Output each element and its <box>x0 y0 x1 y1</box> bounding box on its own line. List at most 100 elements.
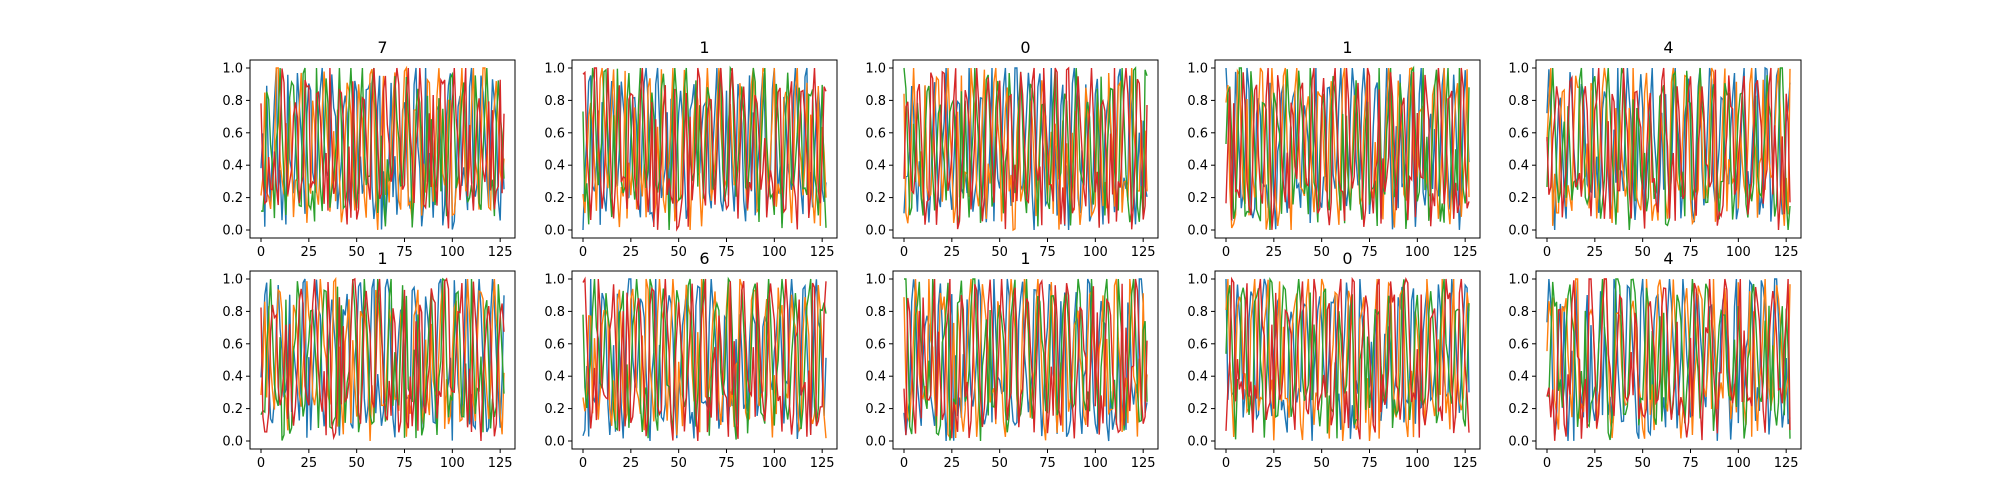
x-tick-label: 50 <box>991 245 1008 260</box>
series-line <box>260 67 505 229</box>
y-tick-label: 1.0 <box>865 62 886 77</box>
y-tick-label: 0.2 <box>865 402 886 417</box>
series-line <box>1225 278 1470 442</box>
y-tick-label: 0.4 <box>544 159 565 174</box>
x-tick-label: 100 <box>762 245 787 260</box>
y-tick-label: 0.4 <box>1508 370 1529 385</box>
x-tick-label: 50 <box>1313 456 1330 471</box>
axes-frame <box>571 270 838 450</box>
axes-frame <box>249 270 516 450</box>
y-tick-label: 0.6 <box>865 337 886 352</box>
y-tick-label: 0.0 <box>1187 435 1208 450</box>
y-tick-label: 0.4 <box>222 370 243 385</box>
x-tick-label: 100 <box>440 245 465 260</box>
axes-frame <box>1214 270 1481 450</box>
x-tick-label: 25 <box>1266 456 1283 471</box>
x-tick-label: 100 <box>762 456 787 471</box>
y-tick-label: 0.8 <box>1187 94 1208 109</box>
y-tick-label: 0.4 <box>865 370 886 385</box>
x-tick-label: 50 <box>348 245 365 260</box>
y-tick-label: 0.4 <box>1187 159 1208 174</box>
series-group <box>260 65 505 230</box>
subplot: 0 25 50 75 100 125 0.0 0.2 0.4 0.6 0.8 1.0 6 <box>544 249 838 471</box>
subplot: 0 25 50 75 100 125 0.0 0.2 0.4 0.6 0.8 1.0 1 <box>865 249 1159 471</box>
subplot-title: 0 <box>1342 249 1352 268</box>
subplot-title: 0 <box>1020 38 1030 57</box>
x-tick-label: 0 <box>1222 245 1230 260</box>
series-line <box>1225 277 1470 440</box>
y-tick-label: 0.2 <box>1187 191 1208 206</box>
x-tick-label: 100 <box>1405 456 1430 471</box>
x-tick-label: 125 <box>1453 456 1478 471</box>
y-tick-label: 0.0 <box>1508 435 1529 450</box>
series-line <box>1225 67 1470 230</box>
x-tick-label: 75 <box>1682 245 1699 260</box>
x-tick-label: 25 <box>301 456 318 471</box>
y-tick-label: 0.6 <box>1187 337 1208 352</box>
x-tick-label: 75 <box>718 245 735 260</box>
subplot-title: 6 <box>699 249 709 268</box>
subplot: 0 25 50 75 100 125 0.0 0.2 0.4 0.6 0.8 1.0 4 <box>1508 249 1802 471</box>
x-tick-label: 100 <box>1083 456 1108 471</box>
axes-frame <box>892 270 1159 450</box>
y-tick-label: 0.4 <box>865 159 886 174</box>
axes-frame <box>249 59 516 239</box>
y-tick-label: 1.0 <box>1187 62 1208 77</box>
y-tick-label: 0.0 <box>865 435 886 450</box>
y-tick-label: 0.2 <box>222 402 243 417</box>
y-tick-label: 1.0 <box>1508 273 1529 288</box>
y-tick-label: 0.0 <box>222 224 243 239</box>
x-tick-label: 50 <box>670 456 687 471</box>
x-tick-label: 125 <box>1774 456 1799 471</box>
series-group <box>582 276 827 442</box>
subplot: 0 25 50 75 100 125 0.0 0.2 0.4 0.6 0.8 1.0 7 <box>222 38 516 260</box>
y-tick-label: 1.0 <box>1187 273 1208 288</box>
x-tick-label: 125 <box>488 456 513 471</box>
x-tick-label: 75 <box>396 245 413 260</box>
y-tick-label: 0.0 <box>222 435 243 450</box>
y-tick-label: 1.0 <box>544 62 565 77</box>
series-group <box>582 65 827 232</box>
subplot-title: 1 <box>1342 38 1352 57</box>
x-tick-label: 25 <box>1266 245 1283 260</box>
y-tick-label: 0.6 <box>222 337 243 352</box>
subplot-title: 4 <box>1663 38 1673 57</box>
x-tick-label: 0 <box>257 245 265 260</box>
x-tick-label: 100 <box>440 456 465 471</box>
x-tick-label: 75 <box>396 456 413 471</box>
x-tick-label: 75 <box>1039 245 1056 260</box>
axes-frame <box>1535 59 1802 239</box>
series-line <box>260 277 505 442</box>
y-tick-label: 0.0 <box>544 435 565 450</box>
subplot: 0 25 50 75 100 125 0.0 0.2 0.4 0.6 0.8 1.0 1 <box>544 38 838 260</box>
x-tick-label: 50 <box>1634 245 1651 260</box>
y-tick-label: 0.4 <box>544 370 565 385</box>
axes-frame <box>1214 59 1481 239</box>
y-tick-label: 0.2 <box>222 191 243 206</box>
y-tick-label: 0.4 <box>1187 370 1208 385</box>
x-tick-label: 125 <box>810 456 835 471</box>
series-line <box>1546 278 1791 441</box>
series-line <box>1225 276 1470 440</box>
x-tick-label: 0 <box>1222 456 1230 471</box>
series-group <box>903 66 1148 232</box>
series-line <box>582 276 827 442</box>
x-tick-label: 25 <box>944 456 961 471</box>
x-tick-label: 125 <box>1453 245 1478 260</box>
x-tick-label: 25 <box>1587 245 1604 260</box>
series-group <box>1546 278 1791 442</box>
series-group <box>1546 66 1791 231</box>
x-tick-label: 125 <box>1131 245 1156 260</box>
subplot-title: 4 <box>1663 249 1673 268</box>
x-tick-label: 0 <box>1543 456 1551 471</box>
y-tick-label: 0.8 <box>222 305 243 320</box>
y-tick-label: 1.0 <box>222 273 243 288</box>
series-group <box>260 276 505 442</box>
y-tick-label: 0.6 <box>1508 337 1529 352</box>
x-tick-label: 75 <box>1682 456 1699 471</box>
y-tick-label: 0.2 <box>1508 191 1529 206</box>
series-line <box>260 278 505 441</box>
series-group <box>1225 276 1470 442</box>
x-tick-label: 25 <box>623 456 640 471</box>
subplot-title: 1 <box>377 249 387 268</box>
